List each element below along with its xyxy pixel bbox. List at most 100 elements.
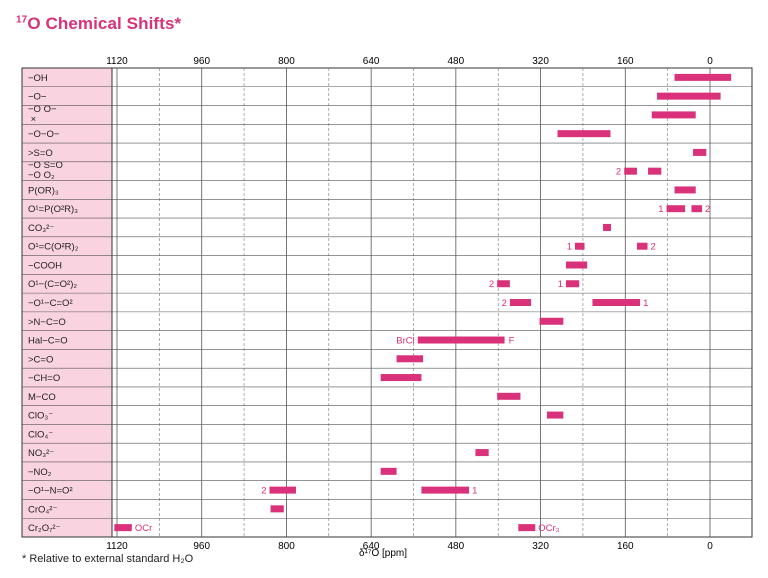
tick-label-top: 320 bbox=[532, 56, 549, 67]
range-bar bbox=[417, 336, 505, 344]
row-label: M−CO bbox=[28, 392, 56, 403]
range-bar bbox=[396, 355, 424, 363]
row-label-line: ClO₃⁻ bbox=[28, 411, 53, 422]
row-label: −OH bbox=[28, 73, 48, 84]
row-label: Hal−C=O bbox=[28, 336, 68, 347]
plot-frame bbox=[21, 67, 753, 538]
tick-label-top: 1120 bbox=[106, 56, 128, 67]
row-label: Cr₂O₇²⁻ bbox=[28, 523, 61, 534]
row-label-line: O¹−(C=O²)₂ bbox=[28, 279, 77, 290]
range-bar bbox=[497, 280, 510, 288]
row-label: ClO₄⁻ bbox=[28, 429, 53, 440]
row-label-line: −COOH bbox=[28, 260, 62, 271]
bar-note: 2 bbox=[489, 279, 494, 290]
chart-title: 17O Chemical Shifts* bbox=[16, 14, 181, 34]
bar-note: 2 bbox=[616, 167, 621, 178]
row-label-line: −CH=O bbox=[28, 373, 60, 384]
row-label-line: −O¹−N=O² bbox=[28, 486, 73, 497]
bar-note: 2 bbox=[705, 204, 710, 215]
bar-note: 1 bbox=[558, 279, 563, 290]
range-bar bbox=[666, 205, 686, 213]
tick-label-top: 800 bbox=[278, 56, 295, 67]
row-label: −CH=O bbox=[28, 373, 60, 384]
range-bar bbox=[674, 186, 696, 194]
range-bar bbox=[539, 317, 564, 325]
tick-label-bottom: 640 bbox=[363, 541, 380, 552]
range-bar bbox=[636, 242, 648, 250]
row-label-line: CrO₄²⁻ bbox=[28, 504, 57, 515]
row-label-line: −O−O− bbox=[28, 129, 60, 140]
row-label: −O− bbox=[28, 92, 47, 103]
range-bar bbox=[509, 299, 532, 306]
range-bar bbox=[574, 242, 585, 250]
range-bar bbox=[648, 167, 662, 175]
row-label-line: Hal−C=O bbox=[28, 336, 68, 347]
range-bar bbox=[657, 92, 721, 100]
row-label: −COOH bbox=[28, 260, 62, 271]
tick-label-bottom: 800 bbox=[278, 541, 295, 552]
tick-label-bottom: 0 bbox=[707, 541, 713, 552]
footnote: * Relative to external standard H₂O bbox=[22, 553, 194, 565]
row-label-line: −O O− bbox=[28, 104, 57, 115]
range-bar bbox=[421, 486, 470, 494]
row-label: >N−C=O bbox=[28, 317, 66, 328]
row-label-line: O¹=C(O²R)₂ bbox=[28, 242, 79, 253]
row-label-line: −OH bbox=[28, 73, 48, 84]
bar-note: 2 bbox=[261, 486, 266, 497]
row-label: O¹−(C=O²)₂ bbox=[28, 279, 77, 290]
range-bar bbox=[475, 449, 489, 457]
row-label-line: −NO₂ bbox=[28, 467, 52, 478]
row-label: −NO₂ bbox=[28, 467, 52, 478]
label-column-background bbox=[22, 68, 112, 537]
row-label-line: Cr₂O₇²⁻ bbox=[28, 523, 61, 534]
row-label: ClO₃⁻ bbox=[28, 411, 53, 422]
row-label-line: −O− bbox=[28, 92, 47, 103]
range-bar bbox=[518, 524, 536, 532]
bar-note: 2 bbox=[651, 242, 656, 253]
row-label-line: CO₃²⁻ bbox=[28, 223, 54, 234]
row-label-line: −O S=O bbox=[28, 160, 63, 171]
row-label-line: × bbox=[28, 114, 36, 125]
range-bar bbox=[691, 205, 703, 213]
range-bar bbox=[497, 392, 521, 400]
row-label-line: M−CO bbox=[28, 392, 56, 403]
range-bar bbox=[380, 374, 422, 382]
tick-label-bottom: 480 bbox=[448, 541, 465, 552]
range-bar bbox=[557, 130, 611, 138]
range-bar bbox=[624, 167, 637, 175]
range-bar bbox=[565, 280, 580, 288]
row-label-line: O¹=P(O²R)₃ bbox=[28, 204, 78, 215]
tick-label-top: 480 bbox=[448, 56, 465, 67]
range-bar bbox=[651, 111, 696, 119]
row-label-line: >N−C=O bbox=[28, 317, 66, 328]
title-superscript: 17 bbox=[16, 14, 28, 26]
range-bar bbox=[546, 411, 564, 419]
grid bbox=[21, 67, 753, 538]
bar-note: 1 bbox=[472, 486, 477, 497]
row-label-line: P(OR)₃ bbox=[28, 185, 59, 196]
x-axis-label: δ¹⁷O [ppm] bbox=[359, 548, 407, 559]
bar-note: 1 bbox=[567, 242, 572, 253]
row-label-line: −O O₂ bbox=[28, 170, 55, 181]
tick-label-top: 960 bbox=[193, 56, 210, 67]
row-label: −O¹−N=O² bbox=[28, 486, 73, 497]
bar-note: 1 bbox=[643, 298, 648, 309]
tick-label-bottom: 1120 bbox=[106, 541, 128, 552]
row-label: −O¹−C=O² bbox=[28, 298, 73, 309]
bar-note: OCr₃ bbox=[538, 523, 559, 534]
tick-label-bottom: 160 bbox=[617, 541, 634, 552]
range-bar bbox=[693, 148, 707, 156]
row-label: >S=O bbox=[28, 148, 53, 159]
tick-label-bottom: 960 bbox=[193, 541, 210, 552]
range-bar bbox=[114, 524, 132, 532]
row-label: O¹=C(O²R)₂ bbox=[28, 242, 79, 253]
row-label-line: >C=O bbox=[28, 354, 53, 365]
row-label: O¹=P(O²R)₃ bbox=[28, 204, 78, 215]
range-bar bbox=[592, 299, 641, 306]
range-bar bbox=[380, 467, 397, 475]
tick-label-top: 160 bbox=[617, 56, 634, 67]
range-bar bbox=[565, 261, 588, 269]
row-label: CrO₄²⁻ bbox=[28, 504, 57, 515]
